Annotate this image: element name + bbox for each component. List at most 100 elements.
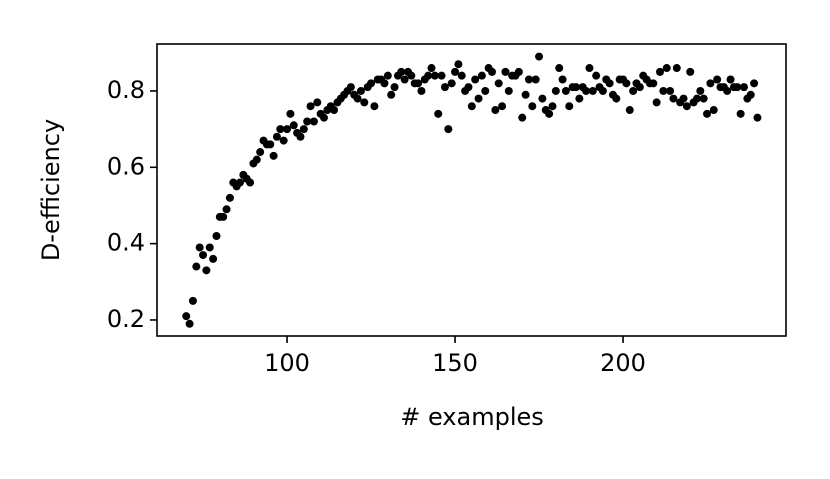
point — [598, 86, 607, 95]
point — [662, 64, 671, 73]
point — [723, 86, 732, 95]
point — [733, 83, 742, 92]
point — [222, 205, 231, 214]
point — [380, 79, 389, 88]
point — [551, 86, 560, 95]
point — [185, 319, 194, 328]
point — [524, 75, 533, 84]
y-axis-label: D-efficiency — [37, 119, 65, 261]
point — [753, 113, 762, 122]
point — [256, 148, 265, 157]
point — [225, 193, 234, 202]
point — [659, 86, 668, 95]
plot-frame — [156, 43, 787, 337]
point — [279, 136, 288, 145]
point — [629, 86, 638, 95]
point — [612, 94, 621, 103]
point — [487, 67, 496, 76]
point — [235, 178, 244, 187]
point — [434, 109, 443, 118]
point — [561, 86, 570, 95]
point — [407, 71, 416, 80]
point — [252, 155, 261, 164]
point — [625, 106, 634, 115]
point — [538, 94, 547, 103]
point — [424, 71, 433, 80]
point — [353, 94, 362, 103]
point — [205, 243, 214, 252]
point — [269, 151, 278, 160]
point — [696, 86, 705, 95]
point — [622, 79, 631, 88]
point — [652, 98, 661, 107]
point — [498, 102, 507, 111]
point — [565, 102, 574, 111]
point — [272, 132, 281, 141]
point — [655, 67, 664, 76]
point — [283, 125, 292, 134]
x-tick-label: 150 — [432, 349, 478, 377]
point — [212, 231, 221, 240]
point — [739, 83, 748, 92]
point — [430, 71, 439, 80]
point — [286, 109, 295, 118]
point — [699, 94, 708, 103]
point — [666, 86, 675, 95]
point — [750, 79, 759, 88]
point — [437, 71, 446, 80]
x-axis-label: # examples — [400, 403, 544, 431]
point — [319, 113, 328, 122]
point — [592, 71, 601, 80]
point — [471, 75, 480, 84]
point — [504, 86, 513, 95]
point — [467, 102, 476, 111]
point — [464, 83, 473, 92]
point — [209, 254, 218, 263]
point — [182, 312, 191, 321]
point — [686, 67, 695, 76]
point — [558, 75, 567, 84]
point — [202, 266, 211, 275]
y-tick-label: 0.4 — [107, 229, 145, 257]
point — [266, 140, 275, 149]
point — [417, 86, 426, 95]
point — [346, 83, 355, 92]
point — [555, 64, 564, 73]
point — [390, 83, 399, 92]
y-tick-label: 0.6 — [107, 152, 145, 180]
point — [706, 79, 715, 88]
point — [192, 262, 201, 271]
point — [387, 90, 396, 99]
point — [682, 102, 691, 111]
point — [199, 251, 208, 260]
point — [397, 67, 406, 76]
point — [585, 64, 594, 73]
point — [494, 79, 503, 88]
point — [481, 86, 490, 95]
point — [571, 83, 580, 92]
point — [414, 79, 423, 88]
point — [330, 106, 339, 115]
x-tick-label: 200 — [600, 349, 646, 377]
point — [440, 83, 449, 92]
point — [548, 102, 557, 111]
point — [309, 117, 318, 126]
point — [289, 121, 298, 130]
point — [303, 117, 312, 126]
point — [491, 106, 500, 115]
point — [444, 125, 453, 134]
point — [356, 86, 365, 95]
point — [713, 75, 722, 84]
y-tick-label: 0.2 — [107, 305, 145, 333]
point — [447, 79, 456, 88]
point — [582, 86, 591, 95]
point — [477, 71, 486, 80]
point — [383, 71, 392, 80]
point — [679, 94, 688, 103]
point — [367, 79, 376, 88]
point — [575, 94, 584, 103]
point — [306, 102, 315, 111]
point — [514, 67, 523, 76]
point — [427, 64, 436, 73]
